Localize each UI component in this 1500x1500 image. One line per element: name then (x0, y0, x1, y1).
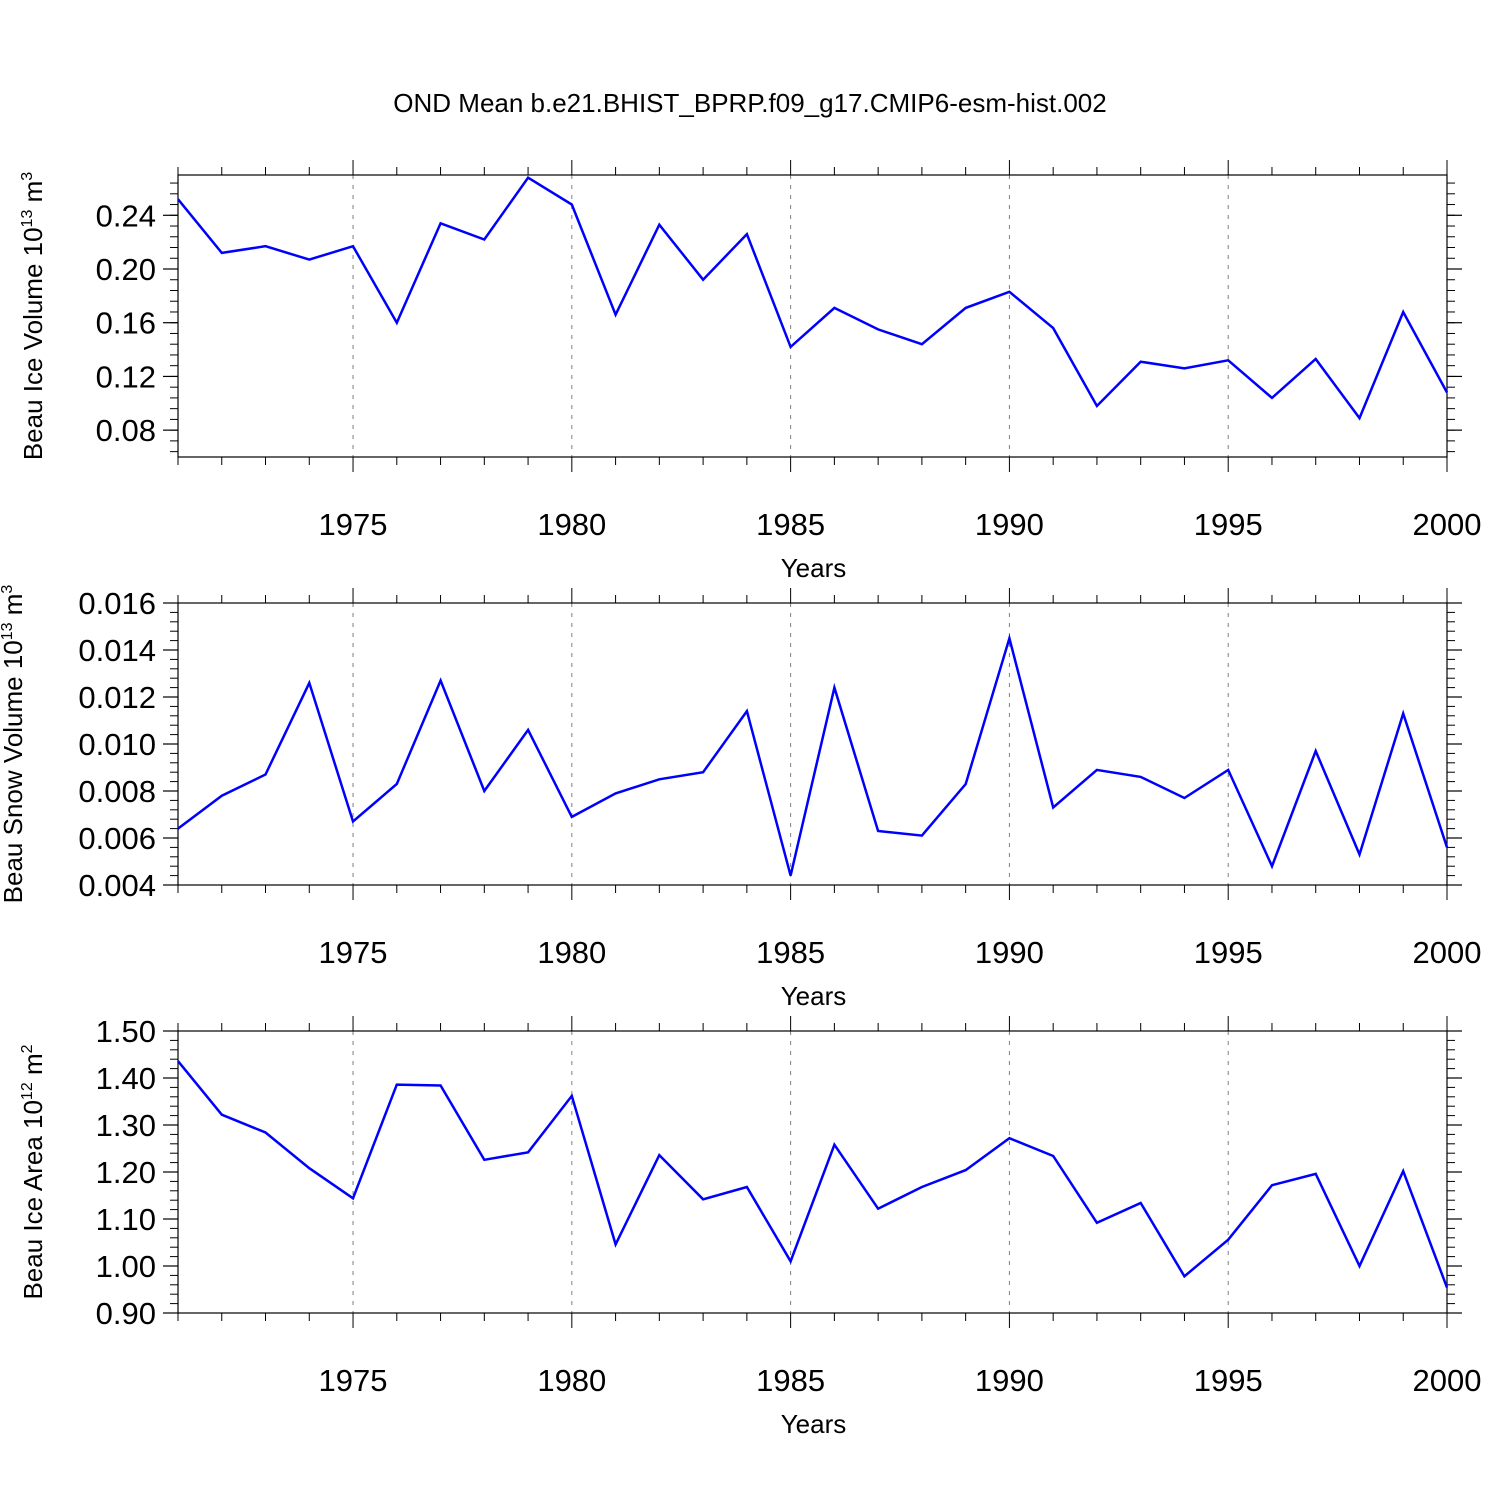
y-tick-label: 0.16 (96, 306, 156, 341)
y-axis-title-main: Beau Ice Volume 10 (18, 227, 48, 460)
x-tick-label: 2000 (1413, 1363, 1482, 1398)
x-axis-title: Years (781, 553, 847, 583)
y-axis-title-unit: m (0, 594, 28, 623)
x-axis-title: Years (781, 981, 847, 1011)
y-tick-label: 1.40 (96, 1061, 156, 1096)
panel-3: 0.90 1.00 1.10 1.20 1.30 1.40 1.50 1975 1980 1985… (18, 1014, 1481, 1439)
x-tick-label: 1995 (1194, 935, 1263, 970)
y-tick-label: 0.08 (96, 413, 156, 448)
y-tick-label: 0.12 (96, 359, 156, 394)
x-tick-label: 1980 (537, 507, 606, 542)
y-axis-title: Beau Snow Volume 1013 m3 (0, 585, 28, 904)
y-tick-label: 1.10 (96, 1202, 156, 1237)
x-axis-title: Years (781, 1409, 847, 1439)
x-tick-label: 1995 (1194, 1363, 1263, 1398)
x-tick-label: 1985 (756, 1363, 825, 1398)
x-tick-label: 1975 (319, 1363, 388, 1398)
x-tick-label: 1990 (975, 935, 1044, 970)
y-axis-title-unit-exponent: 3 (0, 585, 16, 594)
y-axis-title-exponent: 13 (0, 622, 16, 640)
chart-title: OND Mean b.e21.BHIST_BPRP.f09_g17.CMIP6-… (393, 88, 1106, 118)
y-tick-label: 1.50 (96, 1014, 156, 1049)
y-tick-label: 0.90 (96, 1296, 156, 1331)
y-tick-label: 1.00 (96, 1249, 156, 1284)
x-tick-label: 2000 (1413, 935, 1482, 970)
plot-frame (177, 174, 1448, 458)
y-tick-label: 1.20 (96, 1155, 156, 1190)
y-axis-title-main: Beau Ice Area 10 (18, 1100, 48, 1299)
y-axis-title: Beau Ice Volume 1013 m3 (18, 172, 48, 460)
series-line (177, 176, 1449, 421)
panel-1: 0.08 0.12 0.16 0.20 0.24 1975 1980 1985 1990 1995… (18, 160, 1481, 583)
y-tick-label: 0.008 (78, 774, 156, 809)
x-tick-label: 1980 (537, 1363, 606, 1398)
series-line (177, 1060, 1449, 1289)
x-tick-label: 1985 (756, 507, 825, 542)
x-tick-label: 1980 (537, 935, 606, 970)
y-tick-label: 0.006 (78, 821, 156, 856)
x-tick-label: 1975 (319, 935, 388, 970)
y-axis-title-unit-exponent: 2 (19, 1044, 36, 1053)
y-axis-title-unit-exponent: 3 (19, 172, 36, 181)
x-tick-label: 1975 (319, 507, 388, 542)
panels: 0.08 0.12 0.16 0.20 0.24 1975 1980 1985 1990 1995… (0, 160, 1481, 1439)
panel-2: 0.004 0.006 0.008 0.010 0.012 0.014 0.016 1975 1… (0, 585, 1481, 1011)
y-axis-title: Beau Ice Area 1012 m2 (18, 1044, 48, 1299)
y-axis-title-exponent: 12 (19, 1082, 36, 1100)
x-tick-label: 1995 (1194, 507, 1263, 542)
y-tick-label: 0.012 (78, 680, 156, 715)
y-axis-title-unit: m (18, 1053, 48, 1082)
y-tick-label: 0.20 (96, 252, 156, 287)
x-tick-label: 1990 (975, 1363, 1044, 1398)
series-line (177, 633, 1449, 876)
x-tick-label: 2000 (1413, 507, 1482, 542)
y-tick-label: 0.24 (96, 198, 156, 233)
y-tick-label: 0.010 (78, 727, 156, 762)
y-tick-label: 1.30 (96, 1108, 156, 1143)
x-tick-label: 1985 (756, 935, 825, 970)
y-tick-label: 0.004 (78, 868, 156, 903)
y-axis-title-main: Beau Snow Volume 10 (0, 640, 28, 903)
y-axis-title-exponent: 13 (19, 210, 36, 228)
y-axis-title-unit: m (18, 181, 48, 210)
x-tick-label: 1990 (975, 507, 1044, 542)
y-tick-label: 0.016 (78, 586, 156, 621)
y-tick-label: 0.014 (78, 633, 156, 668)
